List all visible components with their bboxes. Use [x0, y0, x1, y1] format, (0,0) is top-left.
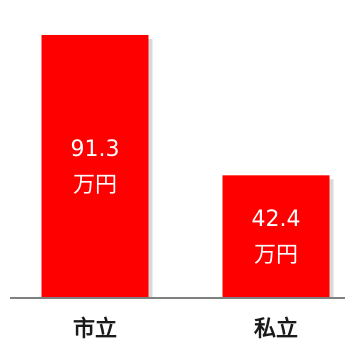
bar-1 [41, 34, 149, 298]
bar-unit-label: 万円 [254, 243, 298, 268]
bar-2 [222, 175, 330, 297]
bar-value-label: 91.3 [71, 137, 120, 162]
value-labels: 91.3 万円 42.4 万円 [71, 137, 301, 268]
category-tick-labels: 市立 私立 [73, 316, 298, 342]
category-tick-label: 市立 [73, 316, 117, 342]
category-tick-label: 私立 [254, 316, 298, 342]
bars [41, 34, 330, 298]
bar-value-label: 42.4 [252, 207, 301, 232]
bar-unit-label: 万円 [73, 173, 117, 198]
